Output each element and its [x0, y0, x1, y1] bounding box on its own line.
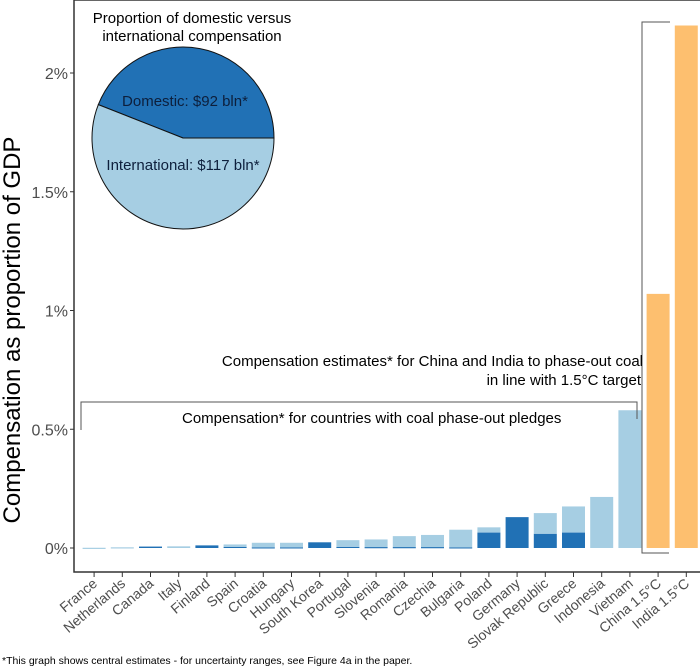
- pie-label-domestic: Domestic: $92 bln*: [122, 93, 248, 110]
- pie-title-line1: Proportion of domestic versus: [93, 10, 291, 27]
- china-india-annotation-line1: Compensation estimates* for China and In…: [222, 353, 643, 370]
- bar-domestic-canada: [139, 546, 162, 548]
- bar-domestic-slovenia: [364, 547, 388, 549]
- y-axis: 0% 0.5% 1% 1.5% 2%: [32, 66, 74, 558]
- bar-international-greece: [562, 506, 585, 533]
- y-tick-label: 2%: [45, 66, 68, 83]
- footnote: *This graph shows central estimates - fo…: [2, 655, 412, 667]
- bar-domestic-portugal: [336, 546, 360, 549]
- pledges-annotation: Compensation* for countries with coal ph…: [182, 410, 561, 427]
- pie-slice-international: [91, 103, 275, 230]
- y-axis-title: Compensation as proportion of GDP: [0, 137, 26, 524]
- bar-domestic-germany: [505, 517, 529, 548]
- bar-international-hungary: [280, 542, 303, 548]
- y-tick-label: 0%: [45, 541, 68, 558]
- bar-international-romania: [392, 536, 416, 548]
- bar-domestic-spain: [223, 546, 247, 549]
- bar-international-slovak-republic: [533, 513, 557, 534]
- pledges-bracket: [80, 401, 638, 430]
- bar-international-bulgaria: [449, 529, 473, 548]
- bar-international-italy: [167, 546, 191, 548]
- bar-international-portugal: [336, 540, 360, 547]
- china-india-annotation-line2: in line with 1.5°C target: [487, 372, 642, 389]
- bar-international-slovenia: [364, 539, 388, 548]
- inset-pie: [91, 46, 275, 230]
- bar-international-spain: [223, 544, 247, 547]
- bar-international-czechia: [421, 534, 444, 548]
- bar-domestic-hungary: [280, 547, 303, 549]
- bar-1-5-c-target-india-1-5-c: [674, 25, 698, 548]
- bar-domestic-slovak-republic: [533, 533, 557, 548]
- bars-group: [82, 25, 698, 549]
- pie-title-line2: international compensation: [102, 28, 281, 45]
- bar-international-poland: [477, 527, 501, 533]
- plot-frame: [73, 0, 700, 573]
- pie-slice-domestic: [97, 46, 275, 139]
- bar-international-netherlands: [110, 547, 134, 549]
- bar-international-croatia: [251, 542, 275, 548]
- bar-domestic-croatia: [251, 547, 275, 549]
- bar-domestic-poland: [477, 532, 501, 548]
- china-india-bracket: [641, 21, 670, 554]
- bar-domestic-romania: [392, 547, 416, 549]
- bar-domestic-bulgaria: [449, 547, 473, 549]
- y-tick-label: 1%: [45, 304, 68, 321]
- x-axis: FranceNetherlandsCanadaItalyFinlandSpain…: [56, 572, 692, 652]
- bar-domestic-greece: [562, 532, 585, 548]
- pie-label-international: International: $117 bln*: [106, 157, 259, 174]
- bar-international-france: [82, 547, 106, 549]
- bar-international-vietnam: [618, 410, 642, 548]
- bar-domestic-finland: [195, 545, 219, 548]
- y-tick-label: 1.5%: [32, 185, 68, 202]
- bar-international-indonesia: [590, 496, 614, 548]
- y-tick-label: 0.5%: [32, 422, 68, 439]
- bar-domestic-czechia: [421, 547, 444, 549]
- bar-1-5-c-target-china-1-5-c: [646, 293, 670, 548]
- bar-domestic-south-korea: [308, 542, 332, 548]
